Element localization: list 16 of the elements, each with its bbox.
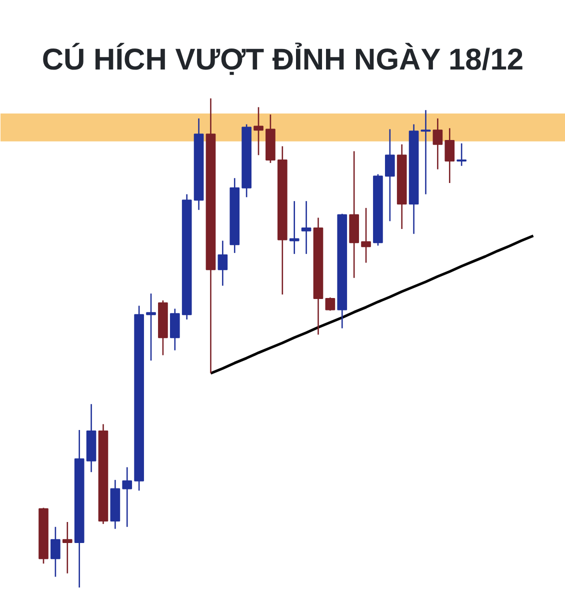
candlestick	[420, 109, 431, 195]
candlestick	[325, 296, 336, 312]
candlestick	[456, 142, 466, 167]
candlestick	[444, 128, 455, 184]
candlestick	[62, 521, 72, 574]
candlestick	[146, 292, 156, 362]
candlestick	[384, 128, 395, 222]
candlestick	[301, 200, 312, 255]
candlestick	[170, 308, 180, 351]
candlestick	[218, 240, 228, 286]
candlestick	[50, 526, 60, 578]
candlestick	[361, 207, 371, 264]
candlestick	[432, 118, 443, 170]
candlestick	[254, 106, 264, 156]
candlestick	[122, 466, 132, 528]
chart-title: CÚ HÍCH VƯỢT ĐỈNH NGÀY 18/12	[42, 42, 524, 76]
